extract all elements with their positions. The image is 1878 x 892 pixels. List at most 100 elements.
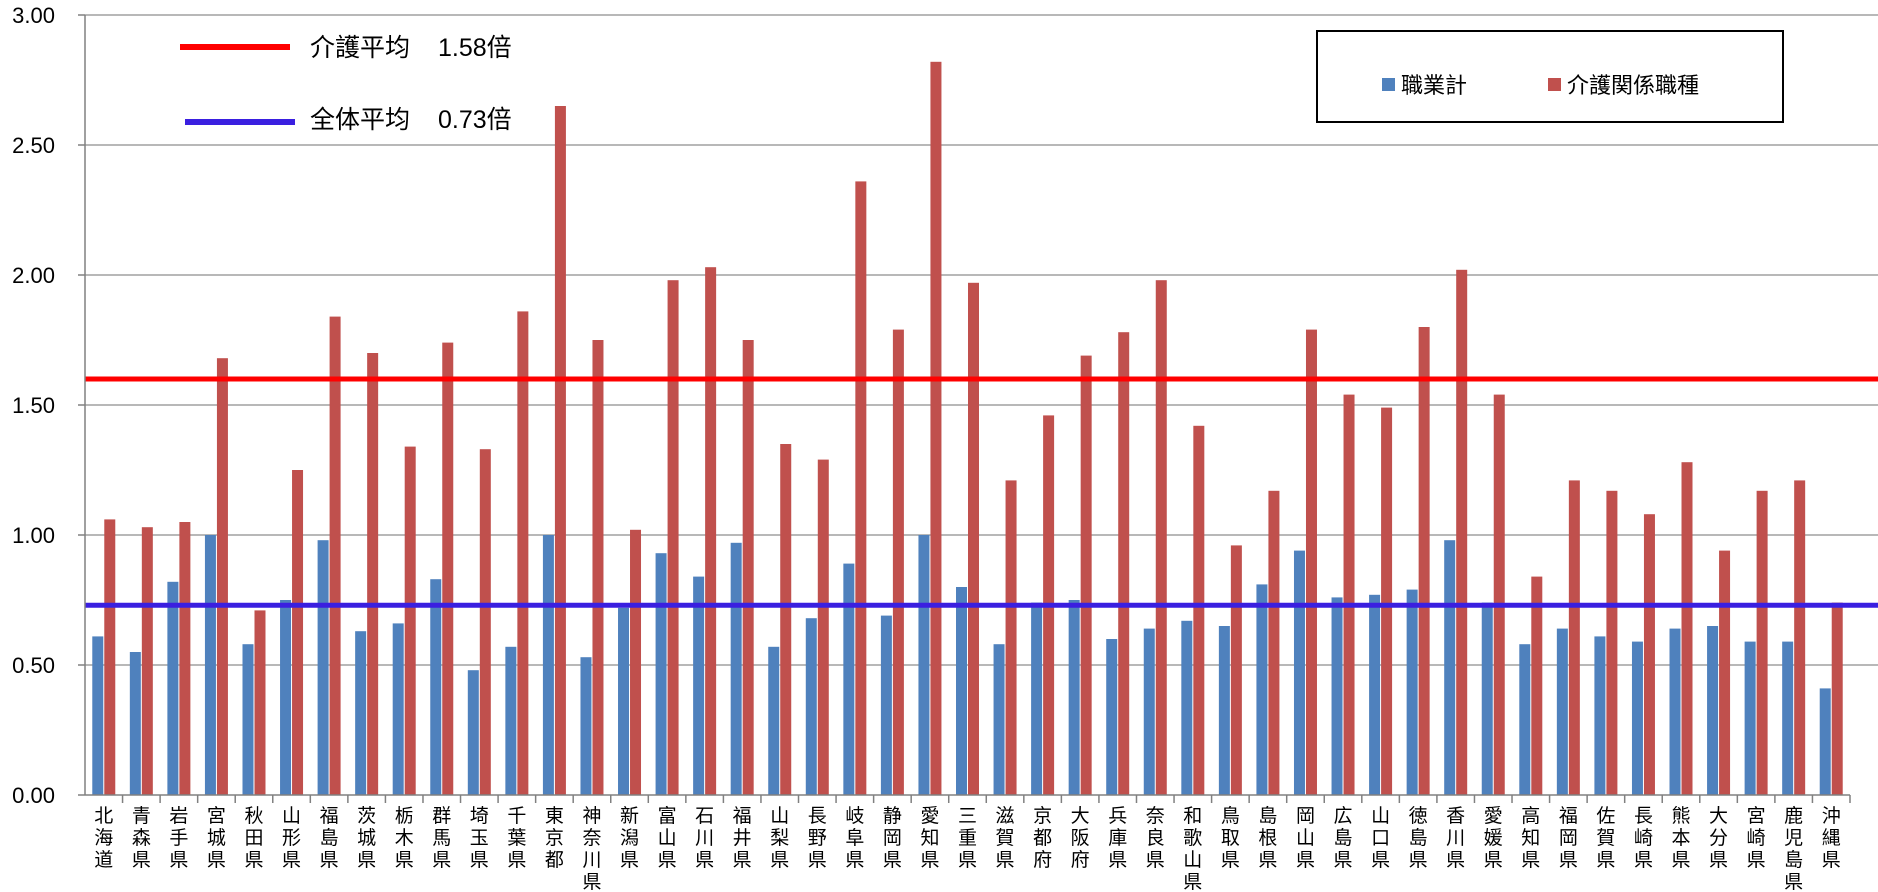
- x-category-label: 和歌山県: [1183, 805, 1202, 892]
- x-category-char: 東: [545, 805, 564, 827]
- bar-care: [1568, 480, 1580, 795]
- x-category-char: 井: [733, 827, 752, 849]
- bar-total: [1068, 600, 1080, 795]
- legend-swatch-total: [1382, 77, 1395, 91]
- x-category-char: 縄: [1822, 827, 1841, 849]
- x-category-char: 県: [1672, 849, 1691, 871]
- x-category-label: 宮城県: [207, 805, 226, 871]
- x-category-char: 県: [1183, 871, 1202, 892]
- x-category-char: 根: [1258, 827, 1277, 849]
- bar-care: [630, 529, 642, 795]
- x-category-label: 愛媛県: [1484, 805, 1503, 871]
- x-category-char: 奈: [1146, 805, 1165, 827]
- x-category-char: 良: [1146, 827, 1165, 849]
- bar-total: [467, 670, 479, 795]
- bar-care: [742, 340, 754, 795]
- bar-total: [1594, 636, 1606, 795]
- y-tick-label: 1.50: [12, 393, 55, 418]
- bar-total: [1106, 639, 1118, 795]
- x-category-char: 県: [658, 849, 677, 871]
- bar-care: [329, 316, 341, 795]
- x-category-char: 神: [582, 805, 601, 827]
- x-category-char: 愛: [920, 805, 939, 827]
- x-category-label: 大分県: [1709, 805, 1728, 871]
- x-category-char: 栃: [395, 805, 414, 827]
- x-category-label: 愛知県: [920, 805, 939, 871]
- x-category-char: 県: [920, 849, 939, 871]
- x-category-char: 佐: [1596, 805, 1615, 827]
- x-category-char: 分: [1709, 827, 1728, 849]
- x-category-char: 宮: [1747, 805, 1766, 827]
- bar-total: [880, 615, 892, 795]
- y-axis-tick-labels: 0.00 0.50 1.00 1.50 2.00 2.50 3.00: [12, 3, 55, 808]
- bar-total: [1782, 641, 1794, 795]
- bar-total: [1519, 644, 1531, 795]
- bar-care: [404, 446, 416, 795]
- x-category-char: 福: [1559, 805, 1578, 827]
- x-category-char: 県: [320, 849, 339, 871]
- x-category-char: 川: [695, 827, 714, 849]
- x-category-char: 香: [1446, 805, 1465, 827]
- x-category-char: 県: [1822, 849, 1841, 871]
- x-category-label: 兵庫県: [1108, 805, 1127, 871]
- x-category-char: 取: [1221, 827, 1240, 849]
- reference-lines: [85, 376, 1878, 608]
- bar-total: [280, 600, 292, 795]
- bar-total: [993, 644, 1005, 795]
- x-category-label: 高知県: [1521, 805, 1540, 871]
- x-category-label: 山形県: [282, 805, 301, 871]
- x-category-label: 熊本県: [1672, 805, 1691, 871]
- x-category-label: 栃木県: [395, 805, 414, 871]
- x-category-char: 阪: [1071, 827, 1090, 849]
- x-category-char: 広: [1334, 805, 1353, 827]
- x-category-char: 静: [883, 805, 902, 827]
- x-category-char: 県: [132, 849, 151, 871]
- x-category-char: 県: [1559, 849, 1578, 871]
- x-category-char: 県: [883, 849, 902, 871]
- x-category-label: 山梨県: [770, 805, 789, 871]
- bar-total: [1181, 620, 1193, 795]
- bar-care: [216, 358, 228, 795]
- bar-care: [479, 449, 491, 795]
- bar-care: [1268, 490, 1280, 795]
- x-category-char: 県: [1221, 849, 1240, 871]
- x-category-char: 徳: [1409, 805, 1428, 827]
- x-category-char: 県: [1334, 849, 1353, 871]
- x-category-char: 島: [1334, 827, 1353, 849]
- x-category-char: 阜: [845, 827, 864, 849]
- x-category-char: 福: [320, 805, 339, 827]
- x-category-label: 大阪府: [1071, 805, 1090, 871]
- bar-care: [1531, 576, 1543, 795]
- x-category-label: 福井県: [733, 805, 752, 871]
- bar-total: [167, 581, 179, 795]
- x-category-char: 馬: [432, 827, 451, 849]
- x-category-char: 三: [958, 805, 977, 827]
- ref-label-all-name: 全体平均: [310, 105, 411, 134]
- x-category-label: 福岡県: [1559, 805, 1578, 871]
- x-category-label: 石川県: [695, 805, 714, 871]
- x-category-label: 長野県: [808, 805, 827, 871]
- bar-care: [1606, 490, 1618, 795]
- bar-total: [805, 618, 817, 795]
- x-category-char: 県: [1409, 849, 1428, 871]
- x-category-label: 宮崎県: [1747, 805, 1766, 871]
- x-category-char: 青: [132, 805, 151, 827]
- x-category-char: 山: [770, 805, 789, 827]
- x-category-char: 本: [1672, 827, 1691, 849]
- x-category-label: 福島県: [320, 805, 339, 871]
- bar-total: [618, 607, 630, 795]
- x-category-char: 児: [1784, 827, 1803, 849]
- x-category-char: 県: [395, 849, 414, 871]
- x-category-char: 高: [1521, 805, 1540, 827]
- ref-label-care: 介護平均 1.58倍: [310, 28, 512, 64]
- bar-total: [1256, 584, 1268, 795]
- x-category-char: 県: [1146, 849, 1165, 871]
- bar-total: [956, 587, 967, 795]
- x-category-char: 県: [582, 871, 601, 892]
- x-category-char: 福: [733, 805, 752, 827]
- y-tick-label: 1.00: [12, 523, 55, 548]
- x-category-char: 石: [695, 805, 714, 827]
- bar-care: [1230, 545, 1242, 795]
- bar-care: [1756, 490, 1768, 795]
- x-category-char: 県: [1371, 849, 1390, 871]
